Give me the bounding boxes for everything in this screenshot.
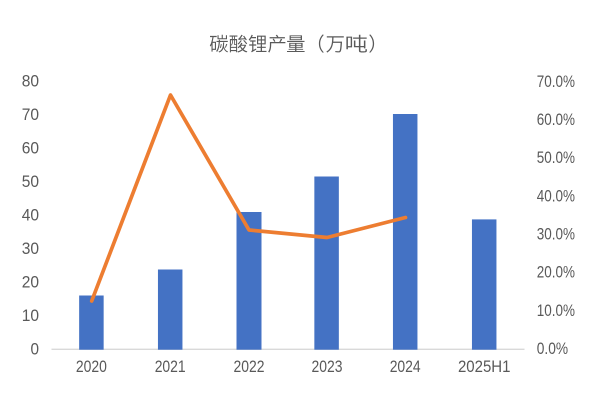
svg-text:10.0%: 10.0% bbox=[537, 302, 575, 320]
svg-text:40: 40 bbox=[22, 207, 39, 225]
svg-text:50: 50 bbox=[22, 173, 39, 191]
svg-text:50.0%: 50.0% bbox=[537, 149, 575, 167]
svg-text:10: 10 bbox=[22, 307, 39, 325]
svg-text:30.0%: 30.0% bbox=[537, 226, 575, 244]
svg-text:20.0%: 20.0% bbox=[537, 264, 575, 282]
svg-text:2024: 2024 bbox=[390, 358, 421, 376]
svg-text:60.0%: 60.0% bbox=[537, 111, 575, 129]
svg-text:60: 60 bbox=[22, 140, 39, 158]
svg-text:80: 80 bbox=[22, 72, 39, 90]
svg-text:70.0%: 70.0% bbox=[537, 73, 575, 91]
svg-text:2023: 2023 bbox=[312, 358, 343, 376]
svg-text:2025H1: 2025H1 bbox=[458, 358, 511, 376]
svg-text:40.0%: 40.0% bbox=[537, 187, 575, 205]
svg-text:2022: 2022 bbox=[234, 358, 265, 376]
svg-text:20: 20 bbox=[22, 274, 39, 292]
svg-text:0.0%: 0.0% bbox=[537, 340, 568, 358]
svg-text:70: 70 bbox=[22, 106, 39, 124]
svg-text:0: 0 bbox=[31, 341, 40, 359]
svg-text:30: 30 bbox=[22, 240, 39, 258]
svg-text:2021: 2021 bbox=[155, 358, 186, 376]
svg-text:2020: 2020 bbox=[76, 358, 107, 376]
